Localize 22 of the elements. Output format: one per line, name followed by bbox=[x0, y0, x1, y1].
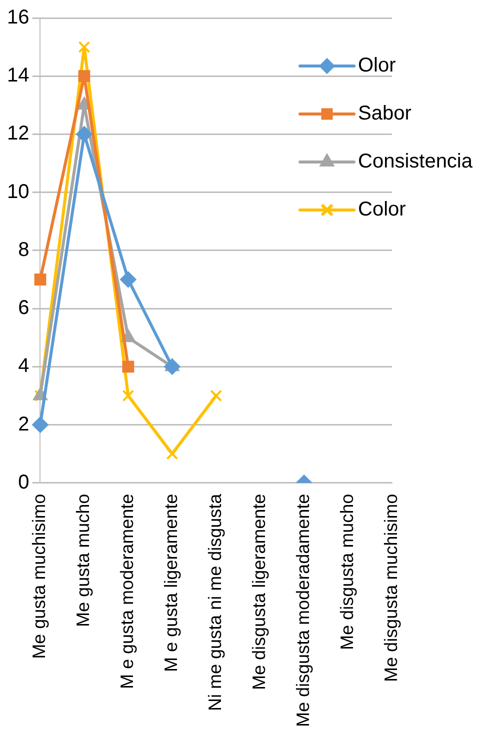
y-tick-label: 16 bbox=[6, 6, 30, 29]
legend-label: Consistencia bbox=[358, 150, 474, 173]
legend-label: Color bbox=[358, 198, 406, 221]
x-tick-label: Me gusta mucho bbox=[73, 494, 94, 627]
x-tick-label: Me disgusta moderadamente bbox=[293, 494, 314, 728]
x-tick-label: Me gusta muchisimo bbox=[29, 494, 50, 659]
y-tick-label: 2 bbox=[18, 413, 30, 436]
legend-label: Sabor bbox=[358, 102, 412, 125]
y-tick-label: 4 bbox=[18, 355, 30, 378]
y-tick-label: 12 bbox=[6, 122, 30, 145]
legend-label: Olor bbox=[358, 54, 396, 77]
y-tick-label: 0 bbox=[18, 471, 30, 494]
x-tick-label: Me disgusta mucho bbox=[337, 494, 357, 650]
x-tick-label: M e gusta moderamente bbox=[117, 494, 138, 689]
y-tick-label: 8 bbox=[18, 238, 30, 261]
y-tick-label: 14 bbox=[6, 64, 30, 87]
x-tick-label: M e gusta ligeramente bbox=[161, 494, 182, 672]
y-tick-label: 10 bbox=[6, 180, 30, 203]
x-tick-label: Me disgusta ligeramente bbox=[249, 494, 270, 690]
y-tick-label: 6 bbox=[18, 297, 30, 320]
x-tick-label: Ni me gusta ni me disgusta bbox=[205, 492, 226, 711]
x-tick-label: Me disgusta muchisimo bbox=[380, 494, 401, 682]
